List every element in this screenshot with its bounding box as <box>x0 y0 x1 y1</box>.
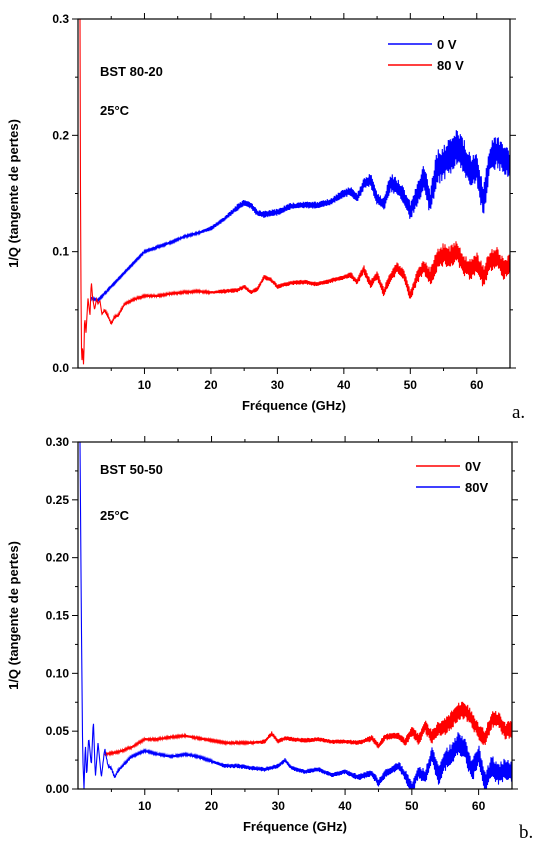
series-line-0v <box>90 130 510 303</box>
x-tick-label: 30 <box>272 799 286 813</box>
annotation-1: 25°C <box>100 103 130 118</box>
legend-label-80v: 80V <box>465 480 488 495</box>
x-tick-label: 40 <box>338 799 352 813</box>
x-axis-label: Fréquence (GHz) <box>243 819 347 834</box>
x-tick-label: 20 <box>204 378 218 392</box>
loss-tangent-chart-bst-50-50: 10 20 30 40 50 60 0.00 0.05 0.10 0.15 0.20 0.25 0.30… <box>6 435 518 834</box>
x-tick-label: 50 <box>404 378 418 392</box>
annotation-1: 25°C <box>100 508 130 523</box>
y-tick-label: 0.30 <box>46 435 70 449</box>
plot-frame <box>77 441 513 790</box>
x-tick-label: 10 <box>138 799 152 813</box>
y-tick-label: 0.1 <box>52 245 69 259</box>
y-tick-label: 0.05 <box>46 724 70 738</box>
y-axis-label: 1/Q (tangente de pertes) <box>6 119 21 268</box>
x-tick-label: 40 <box>337 378 351 392</box>
y-tick-label: 0.15 <box>46 609 70 623</box>
y-axis-label: 1/Q (tangente de pertes) <box>6 541 21 690</box>
panel-label-b: b. <box>519 822 534 843</box>
series-line-0v <box>104 701 512 757</box>
y-tick-label: 0.10 <box>46 666 70 680</box>
panel-label-a: a. <box>512 402 526 423</box>
y-tick-label: 0.25 <box>46 493 70 507</box>
x-tick-label: 50 <box>405 799 419 813</box>
y-tick-label: 0.00 <box>46 782 70 796</box>
annotation-0: BST 80-20 <box>100 64 163 79</box>
x-tick-label: 60 <box>472 799 486 813</box>
x-tick-label: 30 <box>271 378 285 392</box>
series-line-80v <box>79 442 512 789</box>
annotation-0: BST 50-50 <box>100 462 163 477</box>
y-tick-label: 0.3 <box>52 12 69 26</box>
x-axis-label: Fréquence (GHz) <box>242 398 346 413</box>
x-tick-label: 60 <box>470 378 484 392</box>
legend-label-80v: 80 V <box>437 58 464 73</box>
y-tick-label: 0.20 <box>46 551 70 565</box>
legend-label-0v: 0V <box>465 459 481 474</box>
x-tick-label: 10 <box>138 378 152 392</box>
series-line-80v <box>79 19 510 365</box>
y-tick-label: 0.2 <box>52 128 69 142</box>
x-tick-label: 20 <box>205 799 219 813</box>
loss-tangent-chart-bst-80-20: 10 20 30 40 50 60 0.0 0.1 0.2 0.3 Fréquence (GHz) 1… <box>6 12 516 413</box>
legend-label-0v: 0 V <box>437 37 457 52</box>
y-tick-label: 0.0 <box>52 361 69 375</box>
